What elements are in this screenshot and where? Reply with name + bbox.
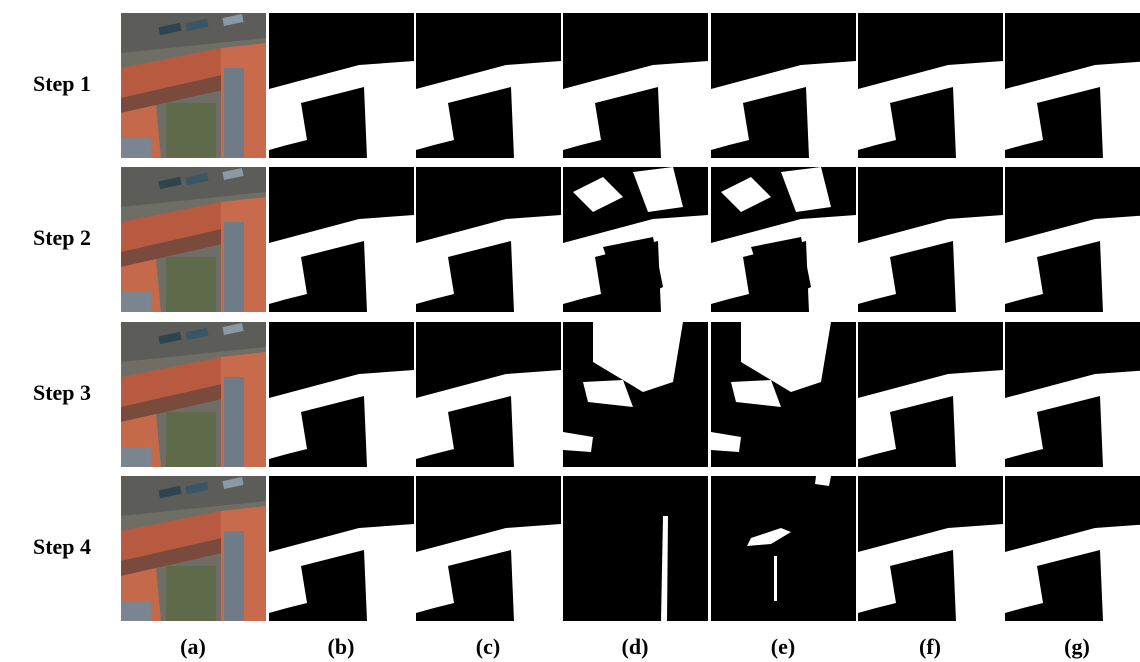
- panel-image: [563, 167, 708, 312]
- panel-image: [121, 167, 266, 312]
- row-label: Step 2: [33, 225, 91, 250]
- panel-image: [1005, 13, 1140, 158]
- panel-image: [563, 322, 708, 467]
- panel-image: [269, 13, 414, 158]
- panel-image: [563, 13, 708, 158]
- panel-image: [858, 13, 1003, 158]
- row-label: Step 4: [33, 534, 91, 559]
- column-label: (e): [771, 634, 795, 659]
- figure: Step 1 Step 2 Step 3 Step 4 (a) (b) (c) (d) (e) (…: [0, 0, 1140, 662]
- panel-image: [711, 167, 856, 312]
- panel-image: [711, 476, 856, 621]
- panel-image: [711, 13, 856, 158]
- panel-image: [121, 13, 266, 158]
- column-label: (g): [1064, 634, 1090, 659]
- panel-image: [1005, 322, 1140, 467]
- column-label: (c): [476, 634, 500, 659]
- column-label: (f): [919, 634, 941, 659]
- panel-image: [1005, 167, 1140, 312]
- panel-image: [858, 476, 1003, 621]
- row-label: Step 3: [33, 380, 91, 405]
- panel-image: [416, 476, 561, 621]
- panel-image: [269, 167, 414, 312]
- panel-image: [416, 167, 561, 312]
- panel-image: [563, 476, 708, 621]
- panel-image: [269, 322, 414, 467]
- panel-image: [269, 476, 414, 621]
- row-label: Step 1: [33, 71, 91, 96]
- column-label: (d): [622, 634, 649, 659]
- panel-image: [711, 322, 856, 467]
- panel-image: [1005, 476, 1140, 621]
- panel-image: [121, 476, 266, 621]
- column-label: (b): [328, 634, 355, 659]
- panel-image: [416, 322, 561, 467]
- panel-image: [858, 167, 1003, 312]
- panel-image: [416, 13, 561, 158]
- panel-image: [121, 322, 266, 467]
- column-label: (a): [180, 634, 206, 659]
- panel-image: [858, 322, 1003, 467]
